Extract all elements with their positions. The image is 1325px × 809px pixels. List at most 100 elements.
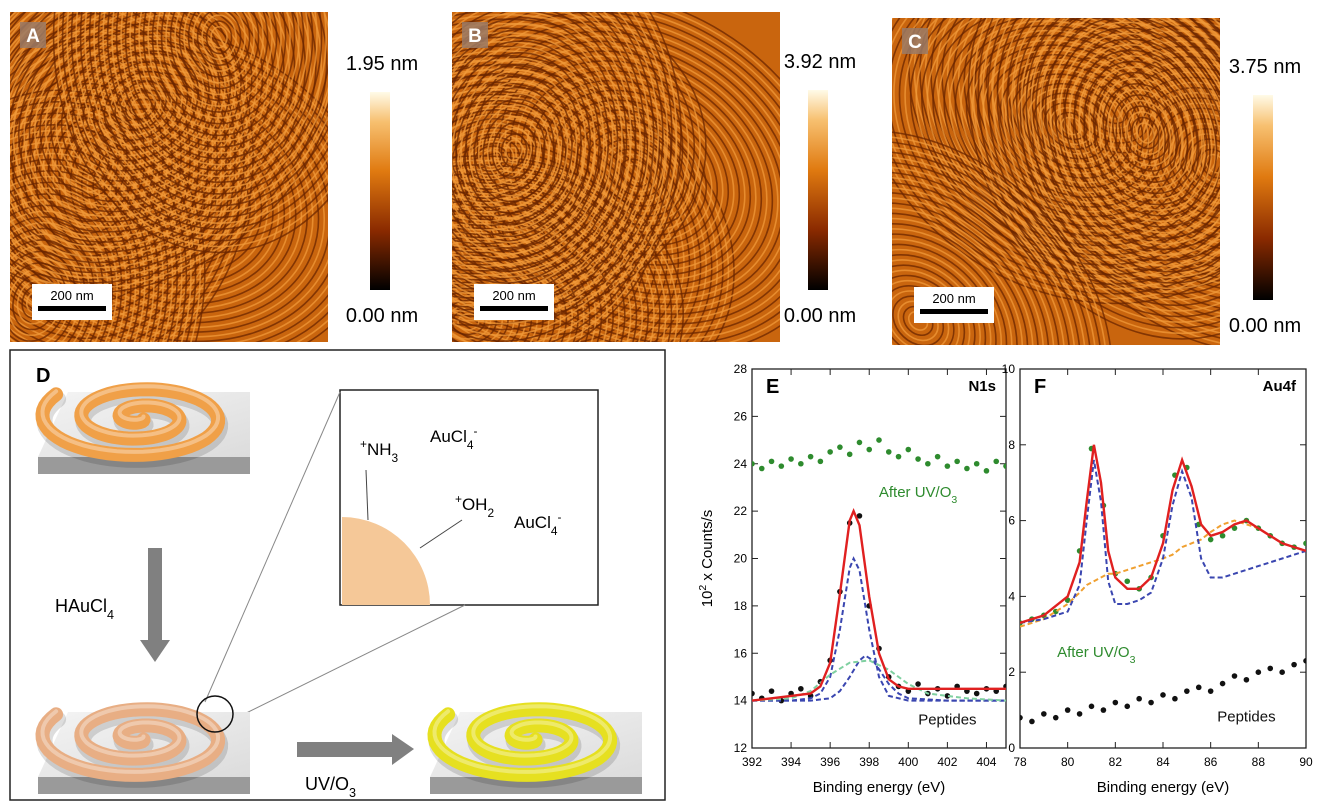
data-point (1017, 715, 1023, 721)
text-part: + (455, 492, 462, 506)
text-part: Peptides (1217, 708, 1275, 725)
data-point (1208, 537, 1214, 543)
colorbar (370, 92, 390, 290)
text-part: + (360, 437, 367, 451)
plot-area (1017, 445, 1309, 724)
colorbar (808, 90, 828, 290)
data-point (935, 454, 941, 460)
scale-label: 200 nm (50, 288, 93, 303)
y-tick-label: 24 (734, 457, 748, 471)
data-point (837, 444, 843, 450)
data-point (798, 461, 804, 467)
y-tick-label: 0 (1008, 741, 1015, 755)
data-point (847, 451, 853, 457)
data-point (1196, 685, 1202, 691)
x-tick-label: 402 (937, 755, 957, 769)
colorbar-min: 0.00 nm (784, 305, 856, 327)
data-point (925, 461, 931, 467)
data-point (769, 688, 775, 694)
chart-title: Au4f (1263, 378, 1297, 395)
data-point (1101, 707, 1107, 713)
data-point (1148, 700, 1154, 706)
panel-letter: F (1034, 376, 1046, 398)
y-tick-label: 20 (734, 552, 748, 566)
text-part: AuCl (430, 427, 467, 446)
scale-bar (38, 306, 106, 311)
data-point (896, 454, 902, 460)
x-tick-label: 394 (781, 755, 801, 769)
x-tick-label: 88 (1252, 755, 1266, 769)
data-point (866, 447, 872, 453)
data-point (1267, 666, 1273, 672)
data-point (906, 447, 912, 453)
panel-letter: D (36, 365, 50, 387)
data-point (818, 459, 824, 465)
text-part: 2 (487, 506, 494, 520)
fit-envelope (752, 511, 1006, 700)
colorbar-min: 0.00 nm (1229, 315, 1301, 337)
data-point (1172, 696, 1178, 702)
text-part: OH (462, 495, 488, 514)
text-part: - (557, 510, 561, 524)
annotation: Peptides (1217, 708, 1275, 725)
arrow-down (148, 548, 162, 640)
text-part: 3 (1130, 654, 1136, 666)
data-point (1053, 715, 1059, 721)
data-point (886, 449, 892, 455)
y-tick-label: 28 (734, 362, 748, 376)
y-tick-label: 12 (734, 741, 748, 755)
panel-letter: C (908, 32, 922, 53)
y-tick-label: 4 (1008, 589, 1015, 603)
data-point (1303, 658, 1309, 664)
data-point (915, 681, 921, 687)
data-point (749, 461, 755, 467)
arrow-right (297, 742, 392, 757)
text-part: x Counts/s (699, 510, 716, 585)
data-point (749, 691, 755, 697)
data-point (1124, 704, 1130, 710)
data-point (974, 691, 980, 697)
data-point (993, 459, 999, 465)
scale-bar (480, 306, 548, 311)
data-point (798, 686, 804, 692)
zoom-line (228, 605, 465, 722)
scale-label: 200 nm (492, 288, 535, 303)
data-point (1244, 677, 1250, 683)
x-tick-label: 392 (742, 755, 762, 769)
colorbar-max: 3.75 nm (1229, 56, 1301, 78)
data-point (1184, 688, 1190, 694)
data-point (1208, 688, 1214, 694)
data-point (945, 463, 951, 469)
data-point (964, 466, 970, 472)
colorbar-max: 3.92 nm (784, 51, 856, 73)
text-part: - (473, 424, 477, 438)
chart-title: N1s (968, 378, 996, 395)
text-part: NH (367, 440, 392, 459)
annotation: After UV/O3 (1057, 644, 1136, 666)
text-part: 4 (107, 608, 114, 622)
x-axis-label: Binding energy (eV) (813, 779, 946, 796)
data-point (1232, 673, 1238, 679)
reagent-label: HAuCl4 (55, 596, 114, 622)
data-point (1256, 669, 1262, 675)
scale-label: 200 nm (932, 291, 975, 306)
figure: D HAuCl4 UV/O3 +NH3 AuCl4- +OH2 AuCl4- A… (0, 0, 1325, 809)
y-tick-label: 14 (734, 694, 748, 708)
data-point (1089, 704, 1095, 710)
data-point (857, 440, 863, 446)
data-point (876, 437, 882, 443)
data-point (1303, 541, 1309, 547)
x-tick-label: 396 (820, 755, 840, 769)
y-tick-label: 16 (734, 646, 748, 660)
data-point (915, 456, 921, 462)
x-tick-label: 78 (1013, 755, 1027, 769)
data-point (1077, 711, 1083, 717)
arrow-head (392, 734, 414, 765)
data-point (1279, 669, 1285, 675)
y-tick-label: 18 (734, 599, 748, 613)
data-point (1220, 681, 1226, 687)
text-part: After UV/O (879, 484, 952, 501)
colorbar (1253, 95, 1273, 300)
data-point (759, 466, 765, 472)
data-point (769, 459, 775, 465)
